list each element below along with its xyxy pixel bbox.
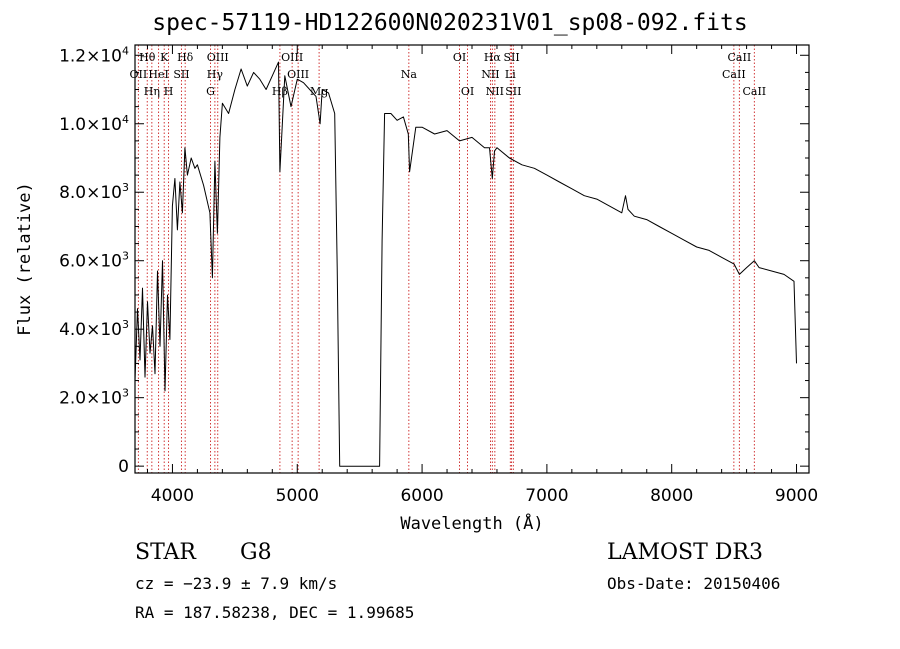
line-label-9: Hγ (207, 68, 224, 81)
y-tick-exponent-3: 3 (122, 250, 129, 263)
observation-date: Obs-Date: 20150406 (607, 574, 781, 593)
line-label-2: Hη (144, 85, 160, 98)
line-label-8: G (206, 85, 215, 98)
line-label-12: OIII (281, 51, 303, 64)
plot-frame (134, 44, 810, 474)
series-flux (134, 61, 797, 467)
x-tick-label-0: 4000 (151, 486, 194, 506)
y-tick-exponent-5: 4 (122, 113, 129, 126)
x-tick-label-3: 7000 (525, 486, 568, 506)
y-tick-mantissa-6: 1.2×10 (59, 46, 122, 66)
line-label-13: OIII (287, 68, 309, 81)
line-label-20: NII (486, 85, 504, 98)
line-label-0: OII (130, 68, 148, 81)
x-tick-label-5: 9000 (775, 486, 818, 506)
object-class: STAR (135, 540, 196, 565)
y-tick-exponent-1: 3 (122, 387, 129, 400)
line-label-4: K (160, 51, 169, 64)
line-label-19: Hα (484, 51, 502, 64)
x-axis: 4000 5000 6000 7000 8000 9000 (146, 45, 818, 506)
x-tick-label-1: 5000 (276, 486, 319, 506)
y-tick-mantissa-1: 2.0×10 (59, 389, 122, 409)
y-tick-mantissa-3: 6.0×10 (59, 252, 122, 272)
x-tick-label-4: 8000 (650, 486, 693, 506)
line-label-18: NII (481, 68, 499, 81)
y-tick-label-5: 1.0×104 (59, 113, 129, 135)
line-label-10: OIII (207, 51, 229, 64)
y-tick-mantissa-2: 4.0×10 (59, 320, 122, 340)
line-label-3: HeI (148, 68, 168, 81)
object-subclass: G8 (240, 540, 272, 565)
y-tick-label-2: 4.0×103 (59, 318, 129, 340)
y-tick-mantissa-0: 0 (118, 457, 129, 477)
series-layer (134, 61, 797, 467)
x-tick-label-2: 6000 (400, 486, 443, 506)
y-axis: 02.0×1034.0×1036.0×1038.0×1031.0×1041.2×… (59, 44, 809, 477)
line-label-11: Hβ (272, 85, 288, 98)
y-tick-label-0: 0 (118, 457, 129, 477)
line-markers (137, 45, 755, 473)
y-axis-label: Flux (relative) (15, 182, 35, 336)
line-label-6: SII (173, 68, 189, 81)
survey-name: LAMOST DR3 (607, 540, 763, 565)
x-axis-label: Wavelength (Å) (400, 512, 543, 534)
y-tick-label-6: 1.2×104 (59, 44, 129, 66)
coordinates: RA = 187.58238, DEC = 1.99685 (135, 603, 415, 622)
line-label-24: CaII (722, 68, 746, 81)
line-label-23: SII (505, 85, 521, 98)
line-labels: OIIHθHηHeIKHSIIHδGHγOIIIHβOIIIOIIIMgNaOI… (130, 51, 767, 98)
line-label-25: CaII (728, 51, 752, 64)
y-tick-mantissa-5: 1.0×10 (59, 115, 122, 135)
y-tick-exponent-4: 3 (122, 181, 129, 194)
redshift-value: cz = −23.9 ± 7.9 km/s (135, 574, 338, 593)
line-label-1: Hθ (139, 51, 156, 64)
chart-title: spec-57119-HD122600N020231V01_sp08-092.f… (152, 10, 748, 36)
y-tick-exponent-2: 3 (122, 318, 129, 331)
y-tick-mantissa-4: 8.0×10 (59, 183, 122, 203)
y-tick-label-1: 2.0×103 (59, 387, 129, 409)
line-label-5: H (164, 85, 174, 98)
line-label-26: CaII (742, 85, 766, 98)
line-label-16: OI (453, 51, 466, 64)
line-label-22: SII (503, 51, 519, 64)
y-tick-label-4: 8.0×103 (59, 181, 129, 203)
line-label-17: OI (461, 85, 474, 98)
line-label-7: Hδ (177, 51, 194, 64)
y-tick-exponent-6: 4 (122, 44, 129, 57)
line-label-15: Na (401, 68, 418, 81)
y-tick-label-3: 6.0×103 (59, 250, 129, 272)
line-label-21: Li (505, 68, 516, 81)
